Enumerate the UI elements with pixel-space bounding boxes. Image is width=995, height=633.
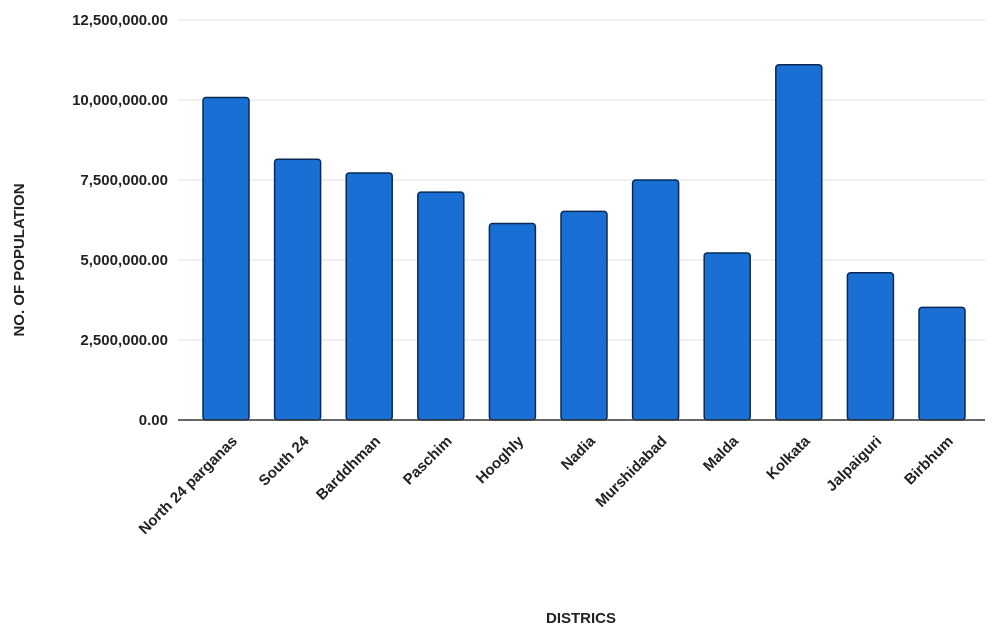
- x-tick-label: Nadia: [558, 432, 599, 473]
- y-tick-labels: 0.00 2,500,000.00 5,000,000.00 7,500,000.00…: [72, 12, 168, 429]
- bars-group: [202, 64, 966, 421]
- x-tick-label: Malda: [700, 432, 743, 475]
- bar: [417, 191, 465, 421]
- bar: [273, 158, 322, 421]
- x-tick-label: Birbhum: [901, 433, 957, 489]
- x-tick-label: North 24 parganas: [136, 433, 241, 538]
- x-tick-label: Barddhman: [313, 433, 384, 504]
- bar: [488, 222, 537, 421]
- x-tick-label: Paschim: [400, 433, 456, 489]
- bar: [918, 306, 966, 421]
- y-tick-label: 5,000,000.00: [80, 252, 168, 269]
- x-tick-label: Hooghly: [473, 432, 528, 487]
- y-tick-label: 7,500,000.00: [80, 172, 168, 189]
- x-tick-labels: North 24 parganas South 24 Barddhman Paschi…: [136, 432, 957, 538]
- x-tick-label: South 24: [256, 432, 313, 489]
- y-tick-label: 2,500,000.00: [80, 332, 168, 349]
- x-tick-label: Murshidabad: [592, 433, 670, 511]
- y-axis-title: NO. OF POPULATION: [11, 183, 28, 336]
- y-tick-label: 10,000,000.00: [72, 92, 168, 109]
- bar: [775, 64, 823, 421]
- bar: [560, 210, 608, 421]
- y-tick-label: 12,500,000.00: [72, 12, 168, 29]
- y-tick-label: 0.00: [139, 412, 168, 429]
- bar: [846, 272, 895, 421]
- x-tick-label: Kolkata: [763, 432, 814, 483]
- bar: [703, 252, 751, 421]
- x-tick-label: Jalpaiguri: [823, 433, 885, 495]
- bar: [345, 172, 393, 421]
- bar: [631, 179, 680, 421]
- bar: [202, 96, 250, 421]
- x-axis-title: DISTRICS: [546, 610, 616, 627]
